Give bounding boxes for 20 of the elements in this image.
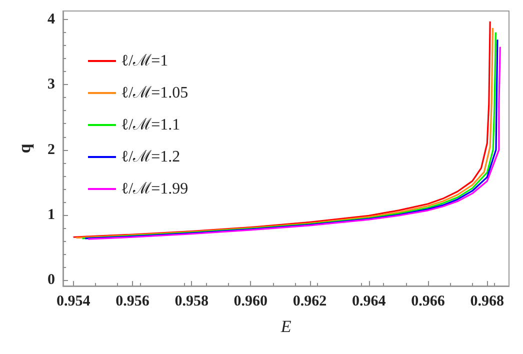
x-tick-label: 0.958 [174, 294, 208, 310]
x-tick-label: 0.966 [411, 294, 446, 310]
legend-label: ℓ/ℳ=1.05 [121, 84, 188, 102]
x-tick-label: 0.962 [292, 294, 327, 310]
y-tick-label: 1 [48, 206, 55, 223]
x-tick-label: 0.964 [352, 294, 386, 310]
y-tick-label: 3 [48, 76, 55, 93]
y-tick-label: 2 [48, 142, 55, 158]
y-axis-title: q [15, 143, 34, 154]
x-tick-label: 0.968 [470, 294, 504, 310]
x-tick-label: 0.960 [234, 294, 268, 310]
x-axis-title: E [280, 317, 292, 336]
y-tick-label: 4 [48, 11, 56, 28]
legend-label: ℓ/ℳ=1 [121, 52, 168, 70]
legend-label: ℓ/ℳ=1.2 [121, 148, 180, 166]
legend-label: ℓ/ℳ=1.99 [121, 180, 188, 198]
x-tick-label: 0.956 [116, 294, 150, 310]
y-tick-label: 0 [48, 272, 55, 288]
x-tick-label: 0.954 [56, 294, 91, 310]
legend-label: ℓ/ℳ=1.1 [121, 116, 180, 134]
